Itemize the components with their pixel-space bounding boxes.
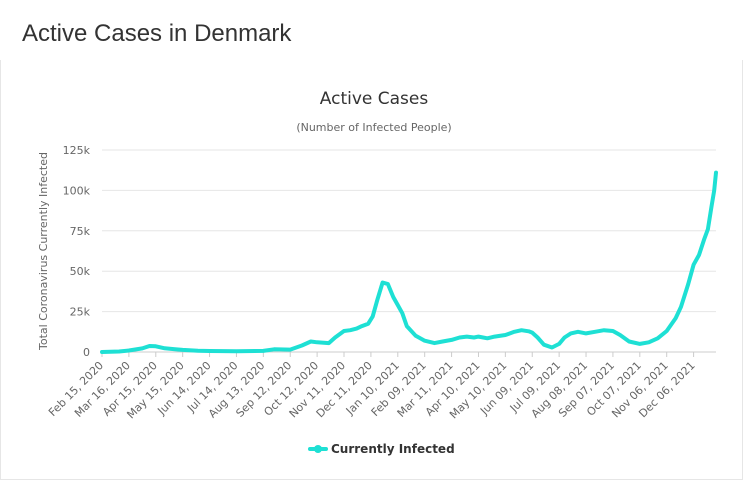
y-tick-label: 125k <box>63 144 91 157</box>
y-tick-label: 25k <box>70 306 91 319</box>
y-tick-label: 100k <box>63 184 91 197</box>
y-tick-label: 50k <box>70 265 91 278</box>
y-axis-title: Total Coronavirus Currently Infected <box>37 152 50 351</box>
y-tick-label: 0 <box>83 346 90 359</box>
y-tick-label: 75k <box>70 225 91 238</box>
chart-title: Active Cases <box>320 89 429 109</box>
legend[interactable]: Currently Infected <box>308 442 455 456</box>
chart-subtitle: (Number of Infected People) <box>296 121 451 134</box>
page-title: Active Cases in Denmark <box>22 20 292 47</box>
chart-panel <box>0 60 743 480</box>
legend-marker-icon <box>314 445 322 453</box>
series-line-currently-infected[interactable] <box>100 170 718 354</box>
legend-label: Currently Infected <box>331 442 455 456</box>
